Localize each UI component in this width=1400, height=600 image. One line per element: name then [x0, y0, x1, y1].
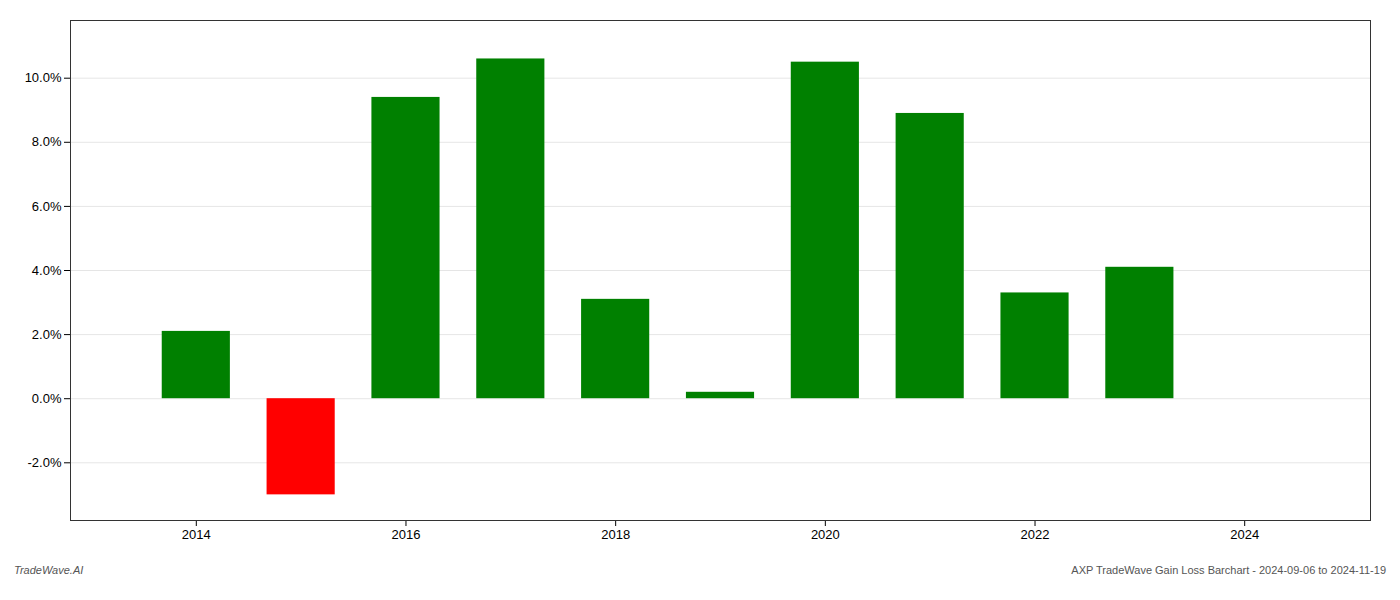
svg-text:0.0%: 0.0%: [32, 391, 62, 406]
svg-text:6.0%: 6.0%: [32, 199, 62, 214]
svg-text:2.0%: 2.0%: [32, 327, 62, 342]
svg-text:2014: 2014: [182, 527, 211, 542]
svg-text:2024: 2024: [1230, 527, 1259, 542]
svg-text:2018: 2018: [601, 527, 630, 542]
svg-text:8.0%: 8.0%: [32, 134, 62, 149]
svg-text:-2.0%: -2.0%: [28, 455, 62, 470]
svg-text:2016: 2016: [392, 527, 421, 542]
html-text:AXP TradeWave Gain Loss Barcha: AXP TradeWave Gain Loss Barchart - 2024-…: [1071, 564, 1386, 576]
svg-text:10.0%: 10.0%: [25, 70, 62, 85]
svg-text:4.0%: 4.0%: [32, 263, 62, 278]
svg-text:2022: 2022: [1021, 527, 1050, 542]
svg-text:2020: 2020: [811, 527, 840, 542]
html-text:TradeWave.AI: TradeWave.AI: [14, 564, 84, 576]
